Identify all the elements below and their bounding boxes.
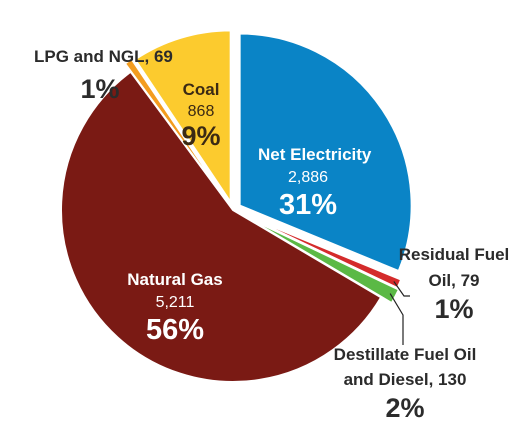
- net-electricity-name: Net Electricity: [258, 145, 372, 164]
- label-lpg-ngl: LPG and NGL, 69: [34, 47, 173, 67]
- destillate-pct: 2%: [385, 393, 425, 424]
- coal-pct: 9%: [181, 120, 221, 151]
- label-natural-gas: Natural Gas 5,211 56%: [120, 270, 230, 347]
- slice-natural-gas: [60, 70, 383, 383]
- pie-slices: [60, 29, 413, 383]
- slice-coal: [133, 29, 232, 206]
- lpg-ngl-name: LPG and NGL, 69: [34, 47, 173, 66]
- natural-gas-name: Natural Gas: [127, 270, 223, 289]
- label-coal: Coal 868 9%: [172, 80, 230, 152]
- net-electricity-value: 2,886: [287, 168, 329, 186]
- coal-name: Coal: [182, 80, 220, 99]
- residual-fuel-oil-line1: Residual Fuel: [398, 245, 510, 264]
- net-electricity-pct: 31%: [278, 188, 338, 221]
- natural-gas-pct: 56%: [145, 313, 205, 346]
- label-destillate: Destillate Fuel Oil and Diesel, 130 2%: [320, 345, 490, 424]
- residual-fuel-oil-line2: Oil, 79: [428, 270, 480, 290]
- leader-lines: [389, 281, 410, 345]
- leader-residual-fuel-oil: [393, 281, 410, 297]
- slice-lpg-ngl: [123, 57, 229, 203]
- destillate-line1: Destillate Fuel Oil: [333, 345, 477, 364]
- natural-gas-value: 5,211: [155, 293, 195, 311]
- destillate-line2: and Diesel, 130: [343, 369, 467, 389]
- label-net-electricity: Net Electricity 2,886 31%: [258, 145, 372, 222]
- label-lpg-ngl-pct: 1%: [70, 74, 130, 105]
- lpg-ngl-pct: 1%: [80, 74, 120, 104]
- label-residual-fuel-oil: Residual Fuel Oil, 79 1%: [398, 245, 510, 325]
- coal-value: 868: [187, 102, 215, 120]
- residual-fuel-oil-pct: 1%: [434, 294, 474, 325]
- leader-destillate: [389, 293, 404, 345]
- slice-net-electricity: [238, 32, 413, 273]
